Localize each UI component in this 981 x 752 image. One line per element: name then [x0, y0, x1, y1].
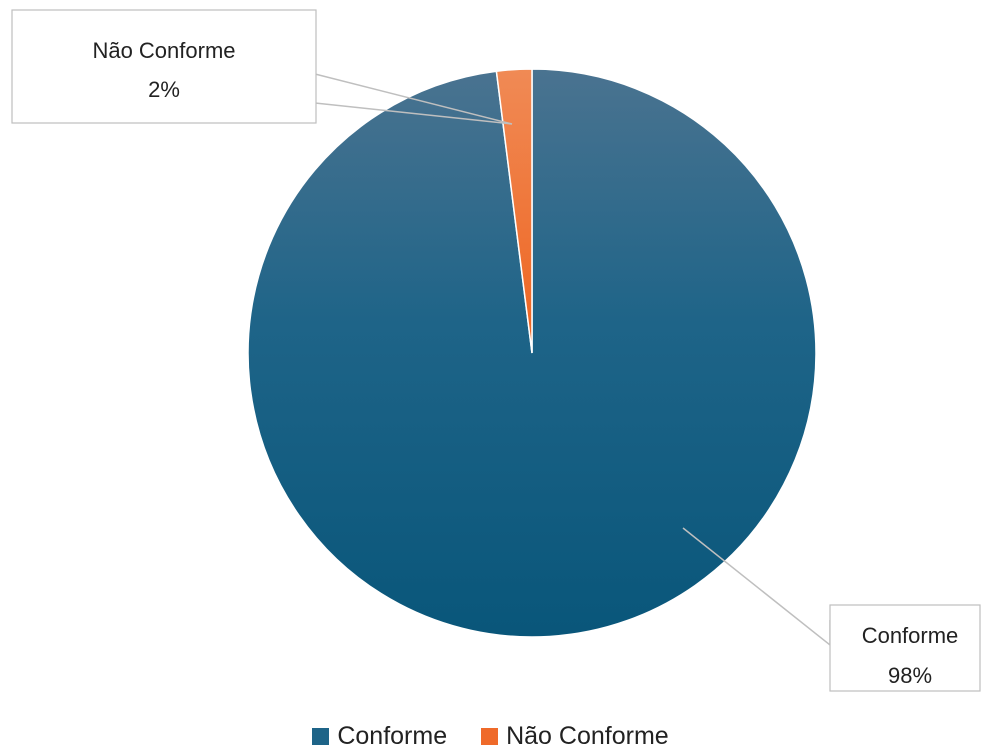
- legend-swatch-conforme: [312, 728, 330, 745]
- legend-label-nao-conforme: Não Conforme: [506, 722, 669, 750]
- leader-line-conforme: [682, 527, 831, 647]
- data-label-conforme-value: 98%: [888, 663, 932, 688]
- data-label-conforme-name: Conforme: [862, 623, 959, 648]
- pie-slice-n-o-conforme[interactable]: [495, 68, 533, 354]
- legend-label-conforme: Conforme: [337, 722, 448, 750]
- data-label-conforme: Conforme 98%: [829, 604, 981, 692]
- data-label-nao-conforme: Não Conforme 2%: [11, 9, 317, 124]
- leader-line-nao-conforme: [314, 73, 513, 125]
- legend-item-nao-conforme[interactable]: Não Conforme: [481, 722, 669, 751]
- legend-item-conforme[interactable]: Conforme: [312, 722, 447, 751]
- data-label-nao-conforme-value: 2%: [148, 77, 180, 102]
- legend: Conforme Não Conforme: [0, 722, 981, 751]
- legend-swatch-nao-conforme: [481, 728, 499, 745]
- data-label-nao-conforme-name: Não Conforme: [92, 38, 235, 63]
